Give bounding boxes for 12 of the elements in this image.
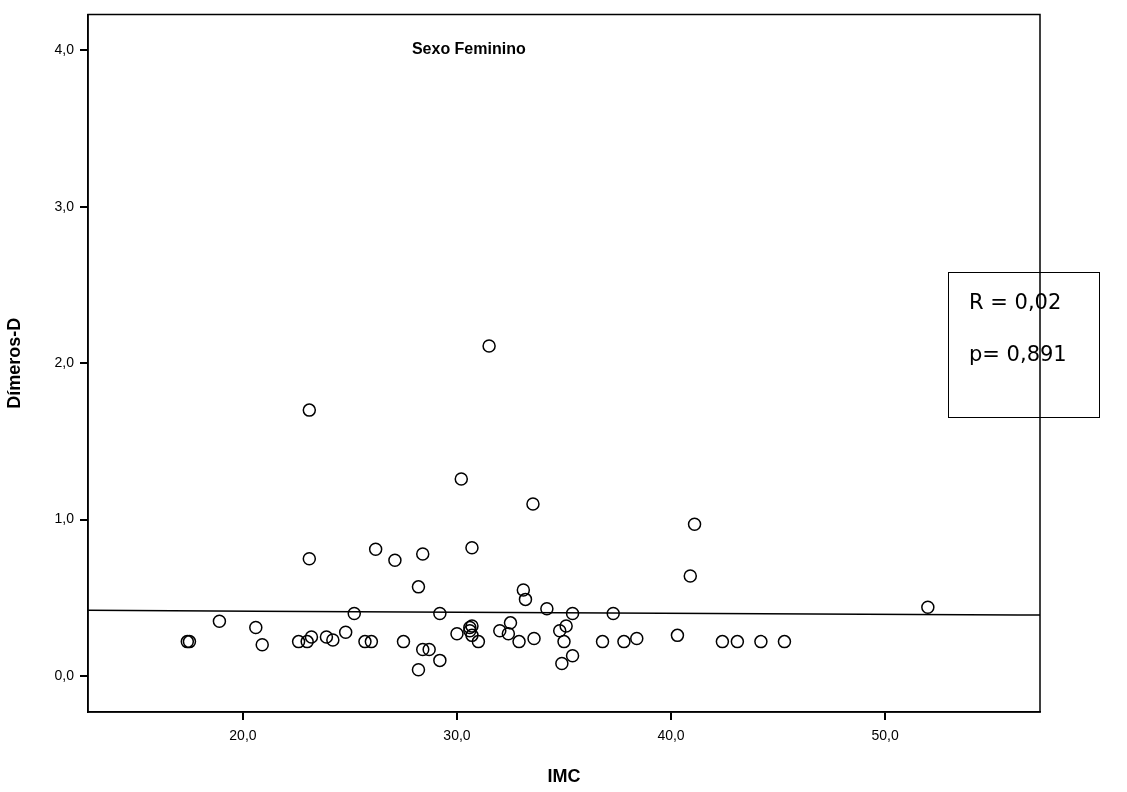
y-tick-label: 0,0: [54, 666, 75, 683]
y-tick-label: 4,0: [54, 41, 75, 58]
x-tick-label: 40,0: [657, 727, 685, 744]
x-axis-title: IMC: [547, 766, 581, 787]
y-tick-label: 2,0: [54, 354, 75, 371]
x-tick-label: 20,0: [229, 727, 257, 744]
y-tick-label: 1,0: [54, 510, 75, 527]
x-tick-label: 50,0: [871, 727, 899, 744]
text: Sexo Feminino: [411, 39, 526, 57]
y-tick-label: 3,0: [54, 197, 75, 214]
y-axis-title: Dímeros-D: [3, 317, 24, 409]
x-tick-label: 30,0: [443, 727, 471, 744]
